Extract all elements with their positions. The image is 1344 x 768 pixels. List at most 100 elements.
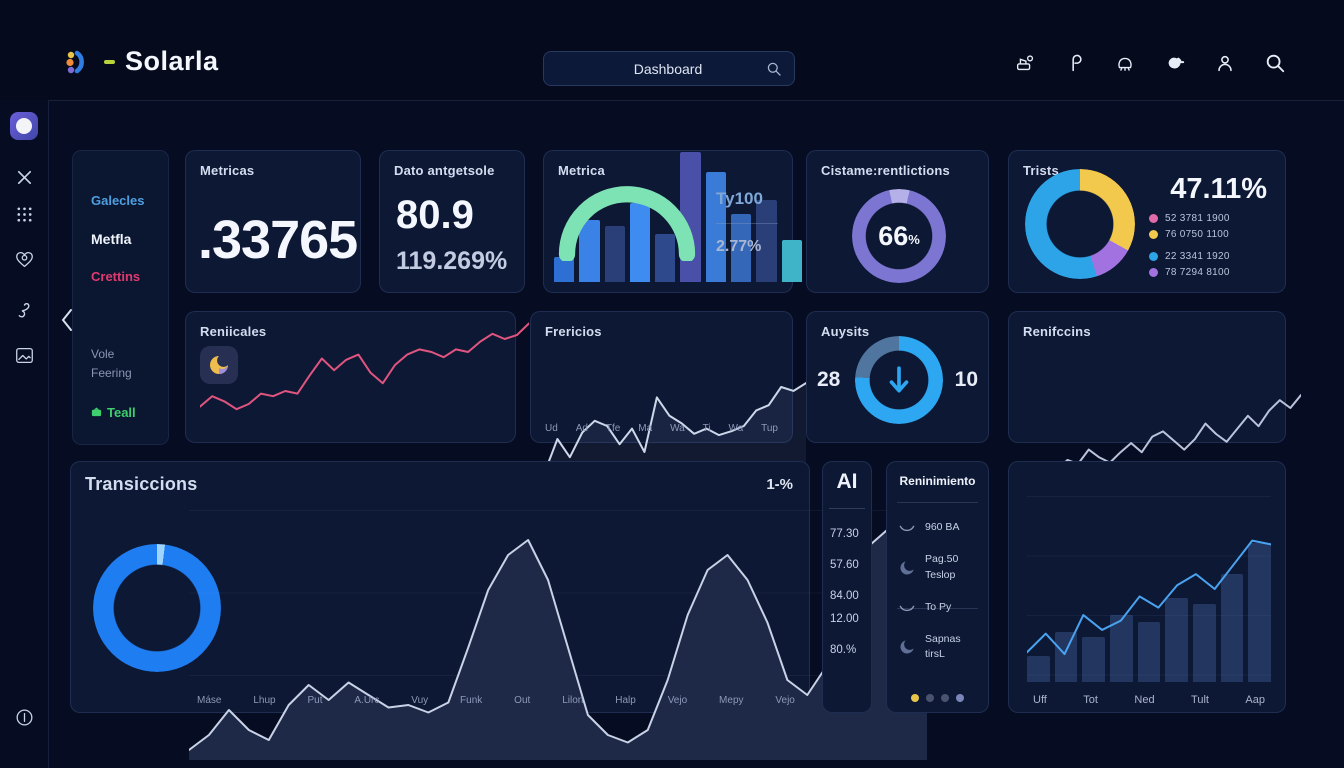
- card-title: Auysits: [821, 324, 870, 339]
- progress-ring: [852, 189, 946, 283]
- progress-number: 66: [878, 220, 909, 251]
- close-icon[interactable]: [0, 168, 48, 187]
- card-title: Reninimiento: [899, 474, 976, 488]
- list-item-label: Sapnas tirsL: [925, 632, 961, 661]
- card-title: Metricas: [200, 163, 255, 178]
- moon-icon: [900, 640, 914, 654]
- list-item[interactable]: Sapnas tirsL: [897, 632, 980, 664]
- line-series: [1027, 496, 1271, 682]
- axis-label: Tot: [1083, 694, 1098, 706]
- area-chart: [545, 348, 806, 478]
- search-value: Dashboard: [633, 60, 703, 77]
- logo-dash-icon: [104, 59, 115, 64]
- legend-row: 76 0750 1100: [1149, 229, 1267, 240]
- legend-dot: [1149, 230, 1158, 239]
- logo[interactable]: Solarla: [64, 46, 219, 77]
- combo-chart: [1027, 496, 1272, 682]
- legend-row: 78 7294 8100: [1149, 267, 1267, 278]
- bar: [1220, 574, 1244, 682]
- bar: [629, 203, 651, 282]
- metric-value: 80.9: [396, 193, 474, 237]
- sidebar-menu: Galecles Metfla Crettins Vole Feering Te…: [61, 150, 169, 445]
- plug-icon[interactable]: [1162, 50, 1188, 76]
- axis-label: Lilon: [562, 695, 584, 706]
- axis-label: Ma: [638, 423, 653, 434]
- sidebar-item-metfla[interactable]: Metfla: [91, 231, 132, 247]
- axis-label: Put: [307, 695, 323, 706]
- divider: [897, 502, 978, 503]
- printer-badge-icon[interactable]: [1012, 50, 1038, 76]
- chevron-left-icon[interactable]: [59, 306, 75, 334]
- page-dot[interactable]: [941, 694, 949, 702]
- search-icon-right[interactable]: [1262, 50, 1288, 76]
- logo-text: Solarla: [125, 46, 219, 76]
- key-hook-icon[interactable]: [1062, 50, 1088, 76]
- sidebar-item-crettins[interactable]: Crettins: [91, 269, 141, 284]
- bar: [579, 219, 600, 282]
- user-icon[interactable]: [1212, 50, 1238, 76]
- page-dot[interactable]: [926, 694, 934, 702]
- card-frericios: Frericios Ud Ad Tfe Ma Wa Ti Wa Tup: [530, 311, 806, 478]
- progress-unit: %: [908, 231, 920, 247]
- axis-label: Vuy: [411, 695, 429, 706]
- axis-label: Ud: [545, 423, 558, 434]
- sidebar-item-vole[interactable]: Vole: [91, 347, 115, 361]
- card-dato-antgetsole: Dato antgetsole 80.9 119.269%: [379, 150, 525, 293]
- donut-chart: [1025, 169, 1135, 279]
- axis-label: Lhup: [253, 695, 276, 706]
- donut-chart: [93, 544, 221, 672]
- bar-chart: [554, 141, 802, 282]
- sidebar-item-feering[interactable]: Feering: [91, 366, 132, 380]
- card-ai: AI 77.30 57.60 84.00 12.00 80.%: [822, 461, 872, 713]
- x-axis-labels: Máse Lhup Put A.Urc Vuy Funk Out Lilon Halp Vejo M…: [197, 695, 795, 706]
- crescent-badge-icon[interactable]: [200, 346, 238, 384]
- axis-label: Aap: [1245, 694, 1265, 706]
- list-item[interactable]: To Py: [897, 598, 980, 618]
- grid-icon[interactable]: [0, 205, 48, 224]
- card-title: AI: [836, 470, 858, 493]
- heart-icon[interactable]: [0, 250, 48, 269]
- sidebar-item-galecles[interactable]: Galecles: [91, 193, 145, 208]
- list-item-label: To Py: [925, 600, 952, 613]
- donut-legend: 52 3781 1900 76 0750 1100 22 3341 1920 7…: [1149, 213, 1267, 283]
- axis-label: Out: [514, 695, 531, 706]
- card-title: Renifccins: [1023, 324, 1091, 339]
- image-icon[interactable]: [0, 346, 48, 365]
- bar: [554, 256, 575, 282]
- axis-label: Uff: [1033, 694, 1047, 706]
- search-input[interactable]: Dashboard: [543, 51, 795, 86]
- pagination-dots[interactable]: [887, 694, 988, 702]
- list-item[interactable]: 960 BA: [897, 518, 980, 538]
- header-icons: [1012, 50, 1288, 76]
- power-icon[interactable]: [0, 708, 48, 727]
- loop-icon[interactable]: [0, 301, 48, 320]
- card-auysits: Auysits 28 10: [806, 311, 989, 443]
- card-cistame-rentlictions: Cistame:rentlictions 66%: [806, 150, 989, 293]
- card-title: Transiccions: [85, 474, 198, 494]
- sidebar-item-teall[interactable]: Teall: [91, 405, 136, 420]
- page-dot[interactable]: [956, 694, 964, 702]
- icon-rail: [0, 100, 49, 768]
- bell-icon[interactable]: [1112, 50, 1138, 76]
- bar: [1137, 622, 1161, 682]
- list-item[interactable]: Pag.50 Teslop: [897, 552, 980, 584]
- bar: [731, 214, 752, 282]
- page-dot[interactable]: [911, 694, 919, 702]
- card-title: Frericios: [545, 324, 602, 339]
- axis-label: Ad: [575, 423, 588, 434]
- card-title: Trists: [1023, 163, 1059, 178]
- divider: [716, 223, 778, 224]
- axis-label: Vejo: [667, 695, 688, 706]
- header: Solarla Dashboard: [0, 0, 1344, 101]
- axis-label: Tult: [1191, 694, 1209, 706]
- search-icon: [767, 62, 781, 76]
- legend-label: 52 3781 1900: [1165, 213, 1230, 224]
- legend-dot: [1149, 252, 1158, 261]
- x-axis-labels: Uff Tot Ned Tult Aap: [1033, 694, 1265, 706]
- app-badge-icon[interactable]: [10, 112, 38, 140]
- axis-label: Vejo: [775, 695, 795, 706]
- value-left: 28: [817, 368, 841, 391]
- axis-label: Wa: [728, 423, 744, 434]
- list-item-label: 960 BA: [925, 521, 960, 534]
